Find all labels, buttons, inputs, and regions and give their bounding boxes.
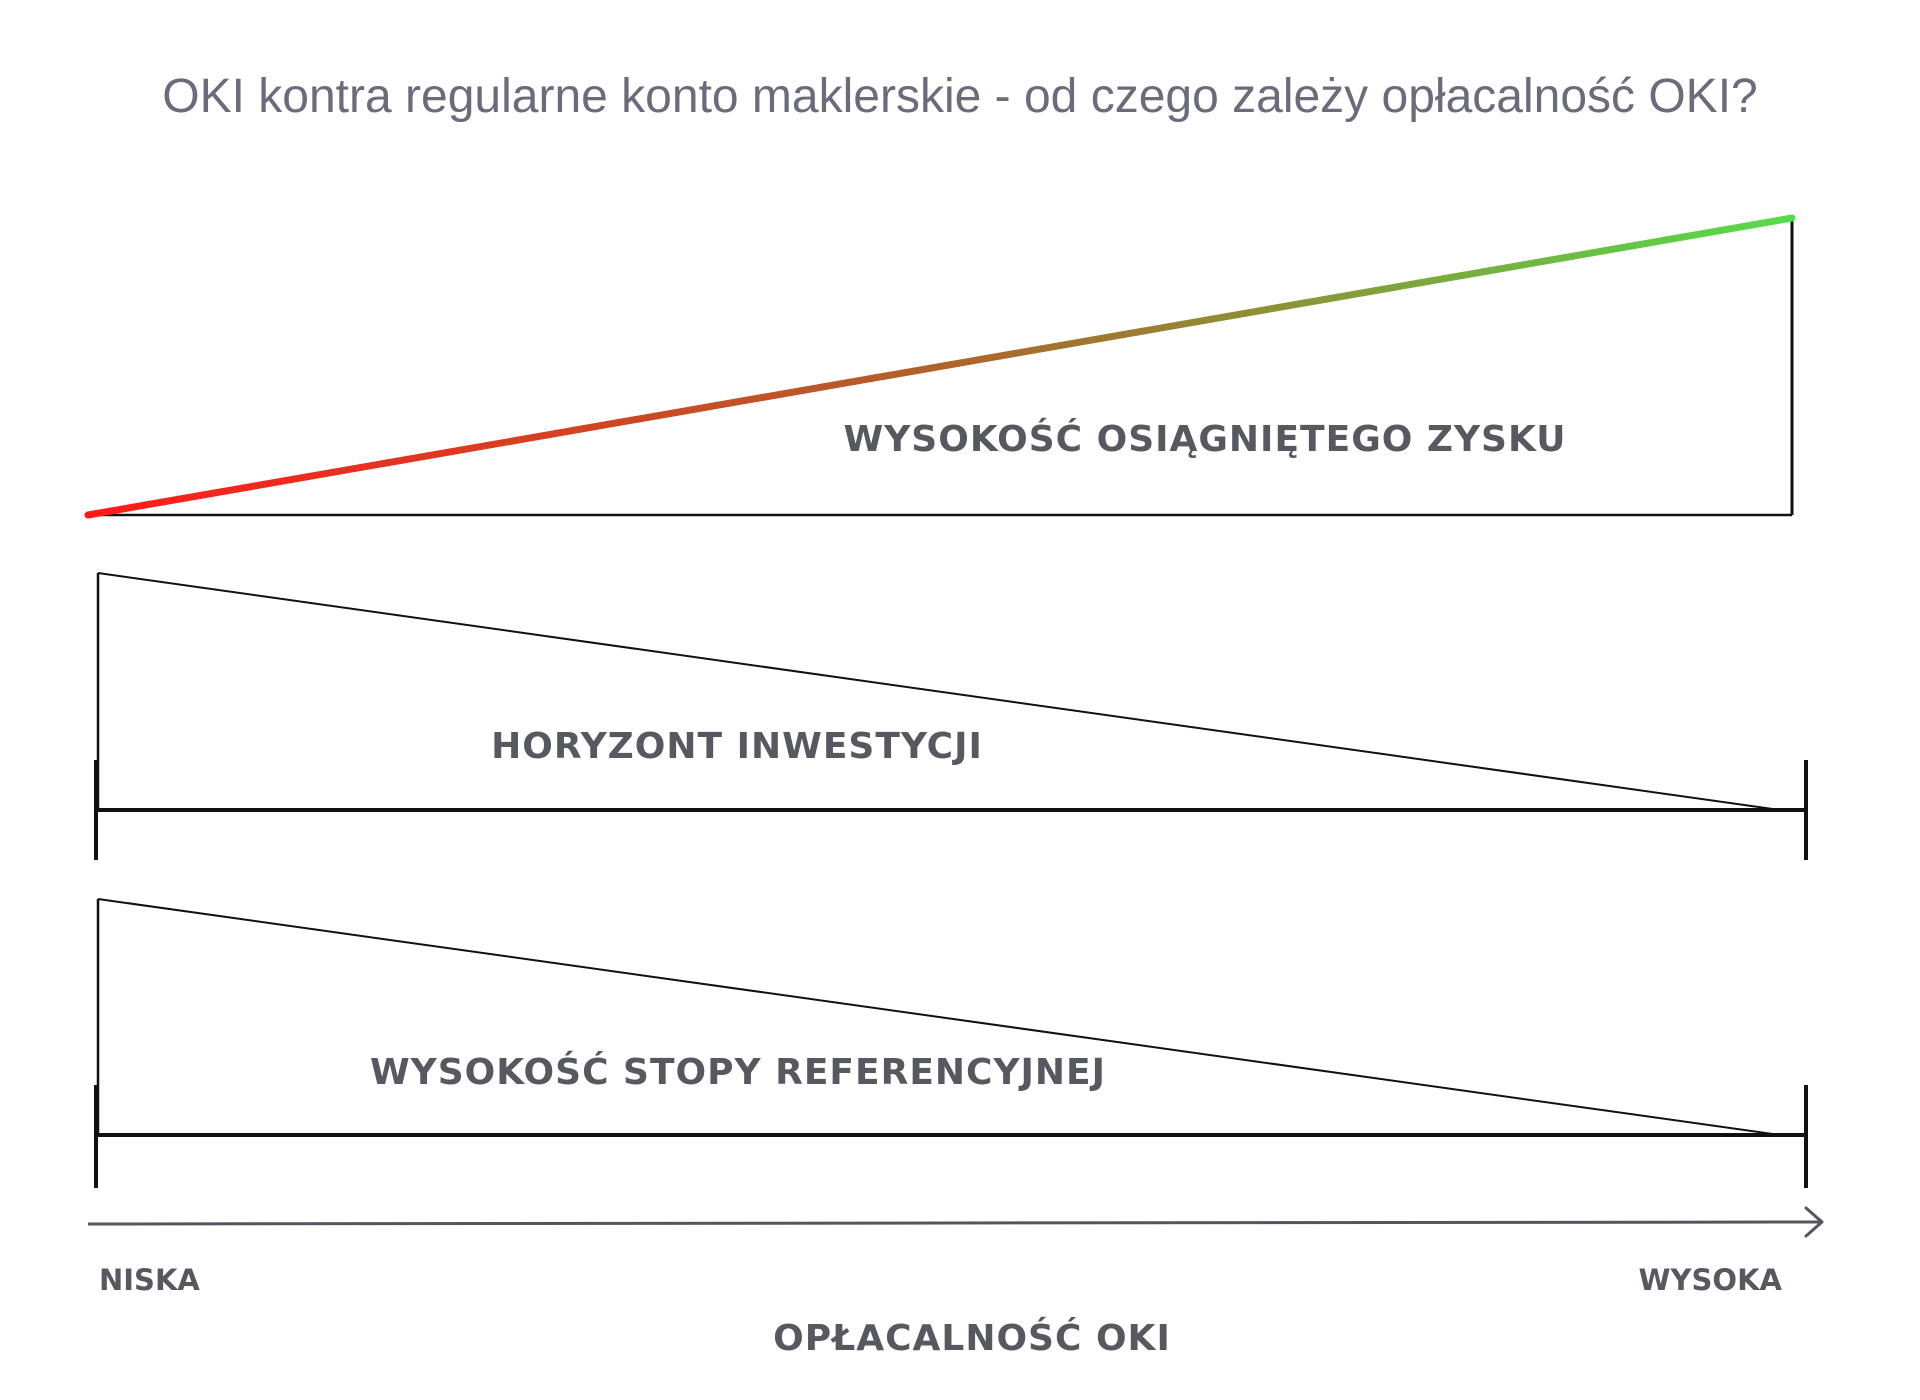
axis-high-label: WYSOKA	[1639, 1263, 1783, 1297]
axis-low-label: NISKA	[99, 1263, 200, 1297]
profitability-axis: NISKA WYSOKA OPŁACALNOŚĆ OKI	[87, 1206, 1824, 1359]
axis-title: OPŁACALNOŚĆ OKI	[773, 1317, 1171, 1359]
band-horizon-slope	[97, 572, 1781, 811]
band-profit-label: WYSOKOŚĆ OSIĄGNIĘTEGO ZYSKU	[844, 418, 1567, 460]
band-profit-gradient-slope	[84, 214, 1796, 519]
band-reference-rate: WYSOKOŚĆ STOPY REFERENCYJNEJ	[94, 898, 1808, 1188]
axis-line	[87, 1220, 1823, 1226]
band-profit: WYSOKOŚĆ OSIĄGNIĘTEGO ZYSKU	[84, 214, 1796, 519]
band-reference-rate-label: WYSOKOŚĆ STOPY REFERENCYJNEJ	[370, 1051, 1106, 1093]
band-reference-rate-slope	[97, 898, 1781, 1136]
axis-arrowhead-icon	[1804, 1206, 1824, 1238]
page-title: OKI kontra regularne konto maklerskie - …	[162, 70, 1757, 123]
band-horizon-label: HORYZONT INWESTYCJI	[491, 726, 983, 767]
band-horizon: HORYZONT INWESTYCJI	[94, 572, 1808, 860]
